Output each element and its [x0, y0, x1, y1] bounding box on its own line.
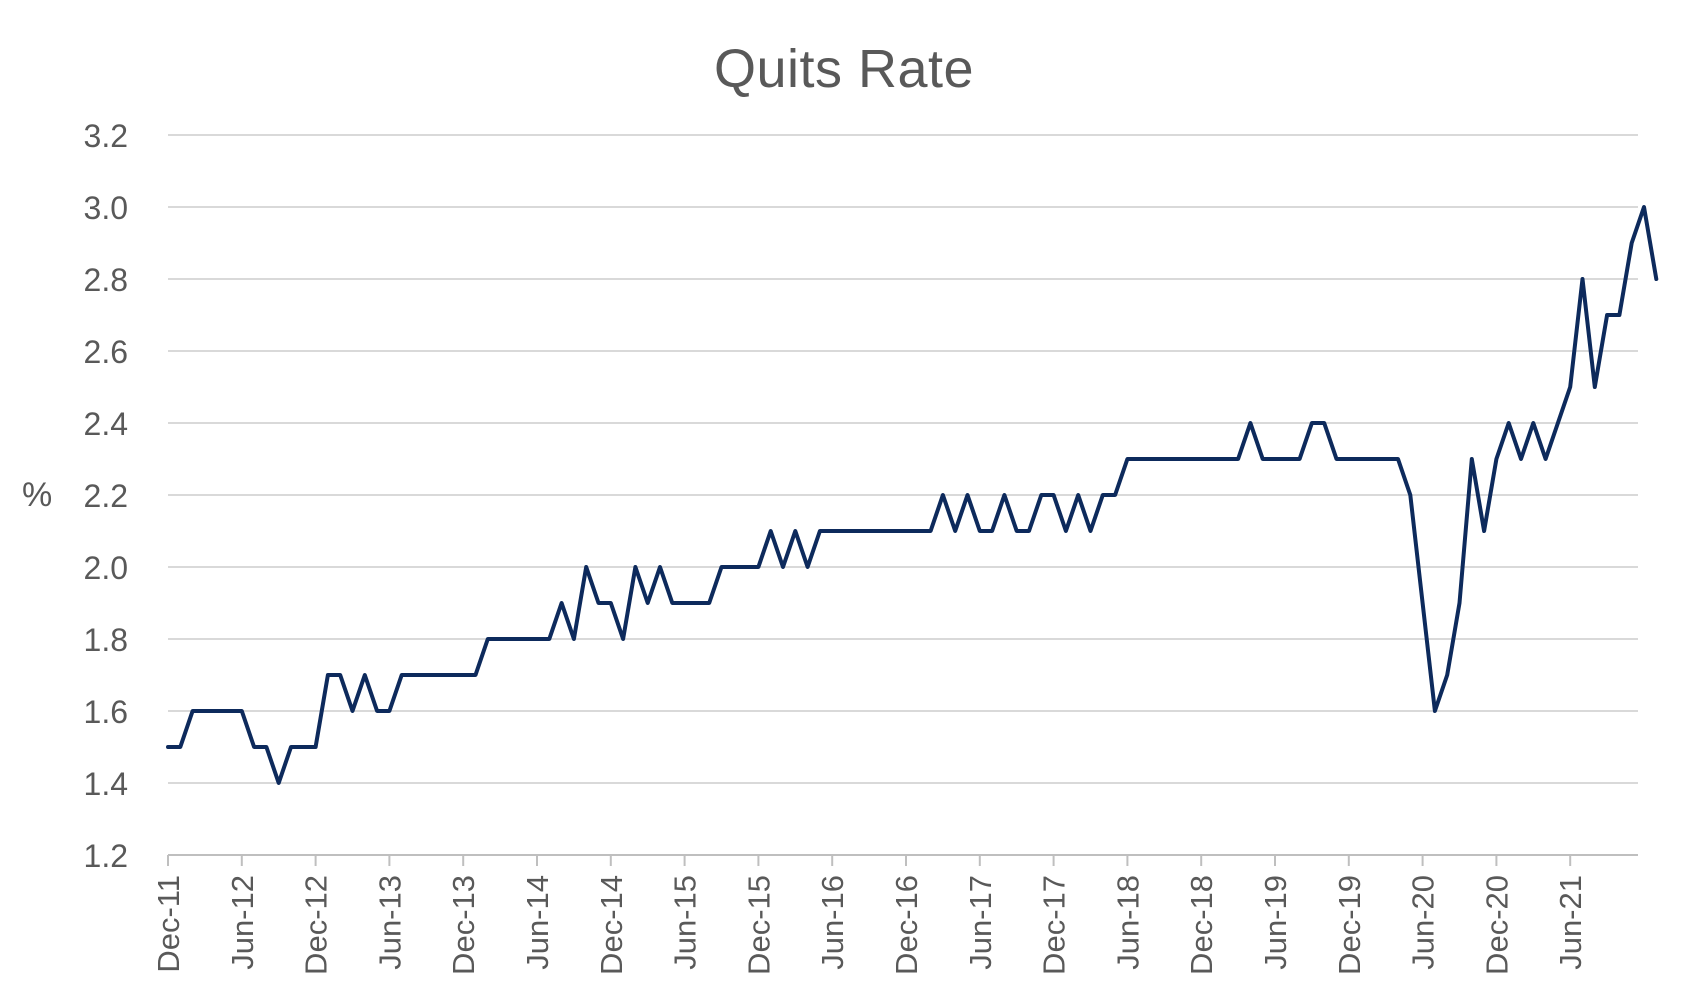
chart-title: Quits Rate — [713, 39, 975, 99]
x-tick-label: Dec-14 — [594, 875, 629, 975]
x-tick-label: Jun-19 — [1258, 875, 1293, 970]
y-tick-label: 3.2 — [84, 118, 128, 154]
y-tick-label: 1.8 — [84, 622, 128, 658]
series-line — [166, 205, 1659, 785]
x-tick-label: Dec-19 — [1332, 875, 1367, 975]
x-tick-label: Jun-21 — [1553, 875, 1588, 970]
y-tick-label: 2.0 — [84, 550, 128, 586]
x-tick-label: Jun-16 — [815, 875, 850, 970]
y-axis-label: % — [22, 476, 53, 514]
x-tick-label: Jun-14 — [520, 875, 555, 970]
y-tick-label: 2.2 — [84, 478, 128, 514]
x-tick-label: Jun-17 — [963, 875, 998, 970]
x-tick-label: Dec-15 — [741, 875, 776, 975]
x-tick-label: Dec-11 — [151, 875, 186, 973]
x-tick-label: Jun-20 — [1406, 875, 1441, 970]
y-axis-ticks: 1.2 1.4 1.6 1.8 2.0 2.2 2.4 2.6 2.8 3.0 3.2 — [84, 118, 128, 874]
x-tick-label: Dec-18 — [1184, 875, 1219, 975]
y-tick-label: 2.8 — [84, 262, 128, 298]
x-tick-label: Dec-12 — [299, 875, 334, 975]
gridlines — [168, 134, 1638, 784]
x-tick-label: Dec-17 — [1037, 875, 1072, 975]
series-layer — [166, 205, 1659, 785]
x-tick-label: Jun-13 — [372, 875, 407, 970]
x-axis-ticks: Dec-11 Jun-12 Dec-12 Jun-13 Dec-13 Jun-14 Dec-… — [151, 855, 1588, 975]
y-tick-label: 3.0 — [84, 190, 128, 226]
y-tick-label: 2.4 — [84, 406, 128, 442]
x-tick-label: Dec-13 — [446, 875, 481, 975]
x-tick-label: Dec-20 — [1479, 875, 1514, 975]
y-tick-label: 1.4 — [84, 766, 128, 802]
x-tick-label: Jun-18 — [1110, 875, 1145, 970]
y-tick-label: 1.2 — [84, 838, 128, 874]
x-tick-label: Jun-12 — [225, 875, 260, 970]
y-tick-label: 1.6 — [84, 694, 128, 730]
y-tick-label: 2.6 — [84, 334, 128, 370]
x-tick-label: Dec-16 — [889, 875, 924, 975]
x-tick-label: Jun-15 — [668, 875, 703, 970]
